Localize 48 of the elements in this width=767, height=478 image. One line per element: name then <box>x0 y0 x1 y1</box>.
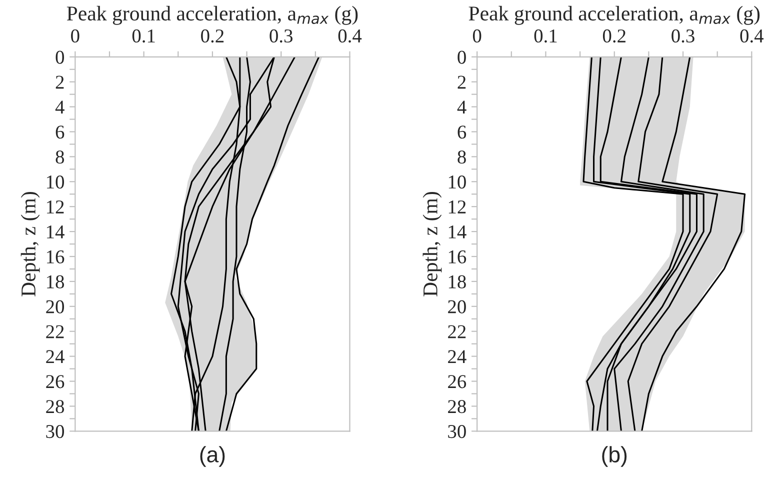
y-tick-label: 0 <box>56 50 64 64</box>
y-axis-title: Depth, z (m) <box>20 192 40 296</box>
y-tick-label: 28 <box>46 400 64 414</box>
y-tick-label: 22 <box>46 325 64 338</box>
y-tick-label: 16 <box>47 250 64 264</box>
y-tick-label: 8 <box>458 150 466 164</box>
y-axis-title: Depth, z (m) <box>422 192 442 296</box>
y-tick-label: 6 <box>458 126 466 139</box>
y-tick-label: 14 <box>448 225 466 238</box>
y-tick-label: 6 <box>56 126 64 139</box>
y-tick-label: 8 <box>56 150 64 164</box>
y-tick-label: 24 <box>46 350 64 364</box>
y-tick-label: 10 <box>47 175 64 189</box>
y-tick-label: 4 <box>457 100 466 114</box>
y-tick-label: 10 <box>448 175 466 189</box>
y-tick-label: 12 <box>47 200 64 214</box>
x-tick-label: 0.2 <box>201 29 224 43</box>
y-tick-label: 26 <box>448 375 466 388</box>
text: (a) <box>200 446 225 467</box>
x-tick-label: 0 <box>472 29 482 43</box>
text: (b) <box>602 446 627 467</box>
y-tick-label: 2 <box>56 76 64 89</box>
y-tick-label: 26 <box>46 375 64 388</box>
y-tick-label: 0 <box>458 50 466 64</box>
x-tick-label: 0.1 <box>534 29 557 43</box>
y-tick-label: 18 <box>47 275 64 288</box>
y-tick-label: 30 <box>46 424 64 438</box>
y-tick-label: 28 <box>448 400 466 414</box>
x-tick-label: 0.3 <box>672 29 694 43</box>
y-tick-label: 12 <box>448 200 466 214</box>
x-tick-label: 0.4 <box>338 29 362 43</box>
y-tick-label: 16 <box>448 250 466 264</box>
x-tick-label: 0.3 <box>270 29 292 43</box>
y-tick-label: 22 <box>448 325 466 338</box>
y-tick-label: 4 <box>55 100 64 114</box>
x-tick-label: 0.2 <box>602 29 626 43</box>
y-tick-label: 24 <box>448 350 466 364</box>
x-tick-label: 0.1 <box>132 29 155 43</box>
y-tick-label: 20 <box>448 300 466 314</box>
x-tick-label: 0.4 <box>740 29 764 43</box>
y-tick-label: 30 <box>448 424 466 438</box>
x-tick-label: 0 <box>71 29 80 43</box>
y-tick-label: 18 <box>448 275 466 288</box>
y-tick-label: 2 <box>458 76 466 89</box>
y-tick-label: 20 <box>46 300 64 314</box>
y-tick-label: 14 <box>47 225 64 238</box>
x-axis-title: Peak ground acceleration, a$_{max}$ (g) <box>468 6 760 25</box>
x-axis-title: Peak ground acceleration, a$_{max}$ (g) <box>66 6 358 25</box>
